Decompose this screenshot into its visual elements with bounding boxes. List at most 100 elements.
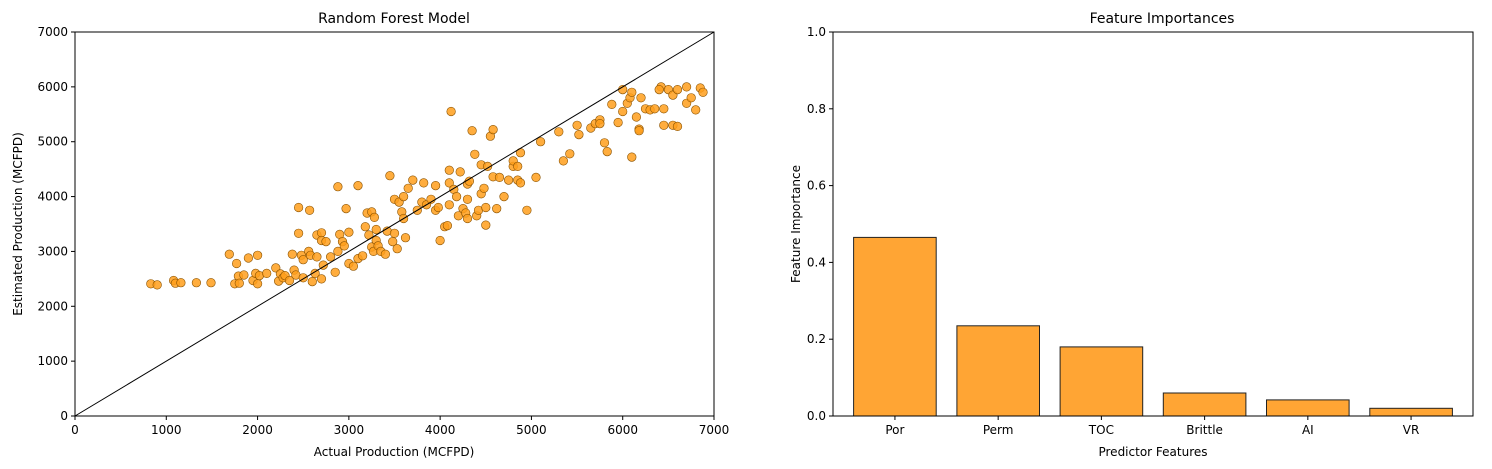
scatter-point (513, 161, 523, 171)
scatter-point (389, 228, 400, 238)
scatter-point (462, 194, 473, 204)
scatter-point (607, 99, 617, 109)
scatter-point (360, 222, 370, 232)
scatter-point (243, 253, 253, 263)
scatter-point (305, 205, 315, 215)
x-tick-label: 4000 (425, 423, 456, 437)
scatter-point (371, 224, 381, 235)
scatter-point (672, 121, 683, 131)
scatter-point (253, 250, 263, 260)
bar-chart: Feature Importances Por Perm TOC Brittle AI V… (789, 11, 1474, 459)
scatter-x-ticks: 0 1000 2000 3000 4000 5000 6000 7000 (71, 416, 729, 437)
scatter-point (232, 258, 242, 269)
bar-y-axis-label: Feature Importance (789, 165, 803, 283)
bar-por (853, 236, 937, 417)
scatter-point (287, 249, 297, 259)
scatter-point (333, 182, 343, 192)
scatter-point (574, 130, 584, 140)
x-tick-label: 1000 (151, 423, 182, 437)
scatter-point (312, 252, 322, 262)
scatter-point (483, 161, 493, 171)
x-tick-label: 7000 (699, 423, 730, 437)
scatter-point (613, 117, 623, 128)
bar-toc (1059, 346, 1144, 417)
scatter-point (558, 156, 569, 166)
scatter-y-axis-label: Estimated Production (MCFPD) (11, 132, 25, 316)
scatter-point (234, 278, 244, 288)
scatter-point (504, 175, 514, 185)
scatter-point (392, 244, 402, 254)
scatter-point (385, 171, 395, 181)
y-tick-label: 0.4 (807, 255, 826, 269)
scatter-point (481, 220, 491, 230)
scatter-point (403, 183, 413, 193)
scatter-point (442, 221, 453, 231)
scatter-point (602, 147, 612, 157)
scatter-point (435, 235, 445, 246)
scatter-point (419, 178, 429, 188)
scatter-point (310, 268, 320, 279)
scatter-point (339, 241, 349, 251)
scatter-point (531, 172, 541, 182)
scatter-point (400, 233, 411, 243)
bar-series (853, 236, 1453, 417)
x-tick-label: 5000 (516, 423, 547, 437)
scatter-point (321, 237, 331, 247)
scatter-point (253, 279, 263, 289)
y-tick-label: 2000 (37, 299, 68, 313)
scatter-point (691, 105, 701, 115)
scatter-point (224, 249, 234, 259)
scatter-point (595, 118, 605, 129)
scatter-point (492, 204, 502, 214)
y-tick-label: 0.6 (807, 179, 826, 193)
scatter-point (284, 275, 295, 286)
scatter-point (634, 126, 644, 136)
scatter-point (316, 228, 327, 238)
x-tick-label: TOC (1088, 423, 1114, 437)
scatter-point (599, 138, 610, 148)
bar-brittle (1162, 392, 1247, 417)
scatter-point (698, 87, 708, 97)
scatter-point (470, 149, 480, 159)
scatter-point (481, 202, 491, 213)
x-tick-label: 2000 (242, 423, 273, 437)
scatter-point (191, 278, 201, 288)
bar-vr (1369, 407, 1453, 417)
scatter-point (176, 278, 186, 288)
x-tick-label: Brittle (1186, 423, 1223, 437)
y-tick-label: 3000 (37, 244, 68, 258)
scatter-point (353, 181, 363, 191)
bar-x-ticks: Por Perm TOC Brittle AI VR (885, 416, 1419, 437)
scatter-point (444, 200, 454, 210)
scatter-point (294, 202, 304, 213)
scatter-point (681, 82, 692, 92)
scatter-point (522, 205, 532, 215)
scatter-point (627, 87, 637, 97)
y-tick-label: 0.0 (807, 409, 826, 423)
y-tick-label: 1000 (37, 354, 68, 368)
scatter-point (294, 228, 304, 238)
scatter-y-ticks: 0 1000 2000 3000 4000 5000 6000 7000 (37, 25, 75, 423)
scatter-point (636, 93, 646, 103)
scatter-point (444, 165, 454, 175)
y-tick-label: 1.0 (807, 25, 826, 39)
scatter-point (494, 172, 505, 182)
scatter-point (499, 192, 509, 202)
scatter-title: Random Forest Model (318, 11, 470, 27)
scatter-point (380, 249, 391, 259)
scatter-point (627, 152, 637, 162)
scatter-point (344, 227, 354, 237)
scatter-point (316, 274, 327, 284)
scatter-point (239, 270, 249, 280)
scatter-point (659, 104, 669, 114)
scatter-point (618, 106, 628, 117)
scatter-point (654, 84, 664, 95)
scatter-point (433, 202, 443, 213)
bar-plot-frame (832, 31, 1474, 417)
scatter-point (330, 267, 340, 277)
x-tick-label: 0 (71, 423, 79, 437)
scatter-point (341, 204, 351, 214)
scatter-point (408, 175, 418, 185)
y-tick-label: 5000 (37, 135, 68, 149)
